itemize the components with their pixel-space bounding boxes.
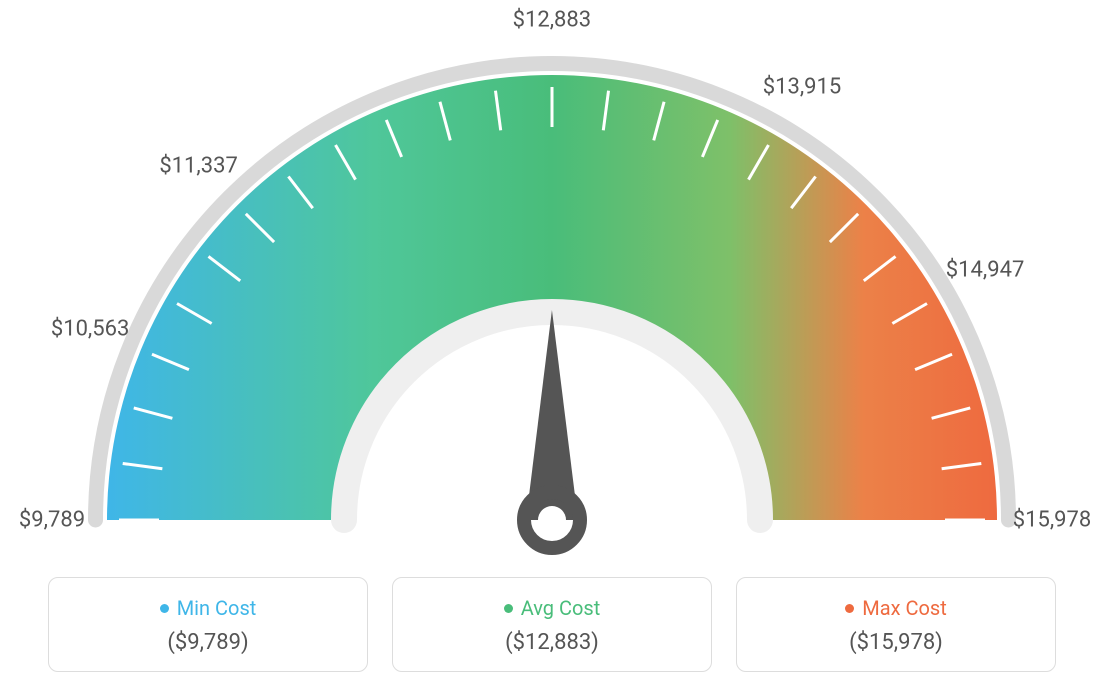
legend-dot-icon [504,604,513,613]
avg-cost-card: Avg Cost ($12,883) [392,577,712,672]
legend-row: Min Cost ($9,789) Avg Cost ($12,883) Max Cos… [0,577,1104,672]
gauge-tick-label: $9,789 [19,508,85,533]
legend-title: Min Cost [160,596,257,620]
gauge-tick-label: $12,883 [513,8,592,33]
legend-label: Avg Cost [521,596,601,620]
legend-value: ($9,789) [61,630,355,655]
gauge-tick-label: $14,947 [946,258,1025,283]
cost-gauge: $9,789 $10,563 $11,337 $12,883 $13,915 $14,94… [0,0,1104,560]
legend-value: ($15,978) [749,630,1043,655]
gauge-tick-label: $11,337 [159,154,238,179]
legend-title: Max Cost [845,596,947,620]
legend-title: Avg Cost [504,596,601,620]
gauge-tick-label: $10,563 [51,316,130,341]
gauge-tick-label: $15,978 [1013,508,1092,533]
legend-label: Min Cost [177,596,257,620]
legend-value: ($12,883) [405,630,699,655]
min-cost-card: Min Cost ($9,789) [48,577,368,672]
gauge-svg [0,0,1104,560]
max-cost-card: Max Cost ($15,978) [736,577,1056,672]
legend-dot-icon [160,604,169,613]
legend-dot-icon [845,604,854,613]
legend-label: Max Cost [862,596,947,620]
gauge-tick-label: $13,915 [763,74,842,99]
